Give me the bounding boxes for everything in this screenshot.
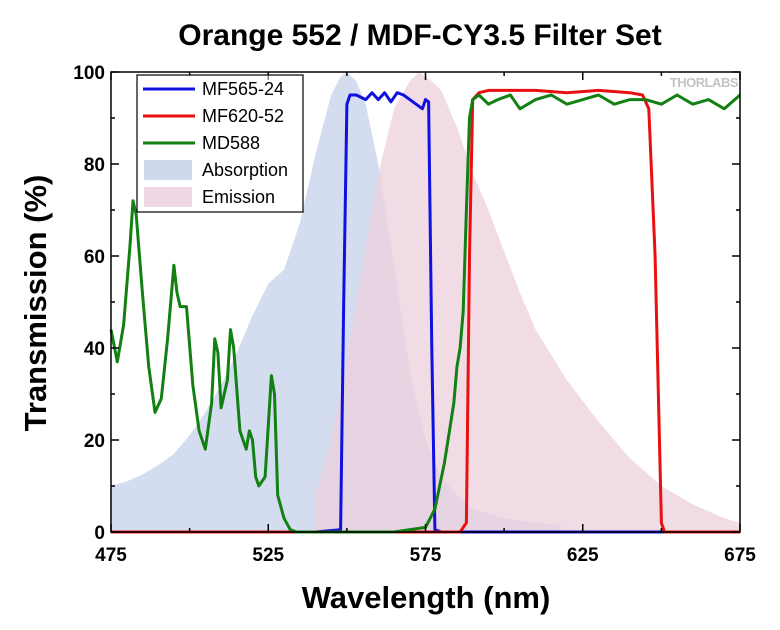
x-tick-label: 525 — [252, 545, 284, 566]
logo-text: THORLABS — [670, 75, 739, 90]
area-series-layer — [111, 72, 740, 532]
y-tick-label: 60 — [84, 247, 105, 268]
chart-title: Orange 552 / MDF-CY3.5 Filter Set — [178, 19, 661, 52]
legend: MF565-24 MF620-52 MD588 Absorption Emission — [136, 74, 304, 213]
axis-ticks: 475 525 575 625 675 0 20 40 60 80 100 — [73, 63, 756, 566]
x-axis-label: Wavelength (nm) — [302, 580, 551, 615]
series-mf565-24-line — [111, 91, 740, 534]
y-tick-label: 80 — [84, 155, 105, 176]
legend-swatch — [144, 187, 192, 207]
x-tick-label: 625 — [567, 545, 599, 566]
legend-label: MF620-52 — [202, 106, 284, 126]
x-tick-label: 575 — [410, 545, 442, 566]
legend-swatch — [144, 160, 192, 180]
series-absorption-area — [111, 72, 561, 532]
x-tick-label: 675 — [724, 545, 756, 566]
y-tick-label: 40 — [84, 339, 105, 360]
legend-label: MF565-24 — [202, 79, 284, 99]
y-axis-label: Transmission (%) — [18, 175, 53, 432]
x-tick-label: 475 — [95, 545, 127, 566]
y-tick-label: 20 — [84, 431, 105, 452]
y-tick-label: 0 — [94, 523, 105, 544]
series-md588-line — [109, 93, 741, 534]
legend-label: Absorption — [202, 160, 288, 180]
thorlabs-logo: THORLABS — [670, 75, 740, 90]
line-series-layer — [109, 88, 741, 534]
y-tick-label: 100 — [73, 63, 105, 84]
series-emission-area — [315, 72, 740, 532]
legend-label: Emission — [202, 187, 275, 207]
legend-label: MD588 — [202, 133, 260, 153]
series-mf620-52-line — [111, 88, 740, 534]
